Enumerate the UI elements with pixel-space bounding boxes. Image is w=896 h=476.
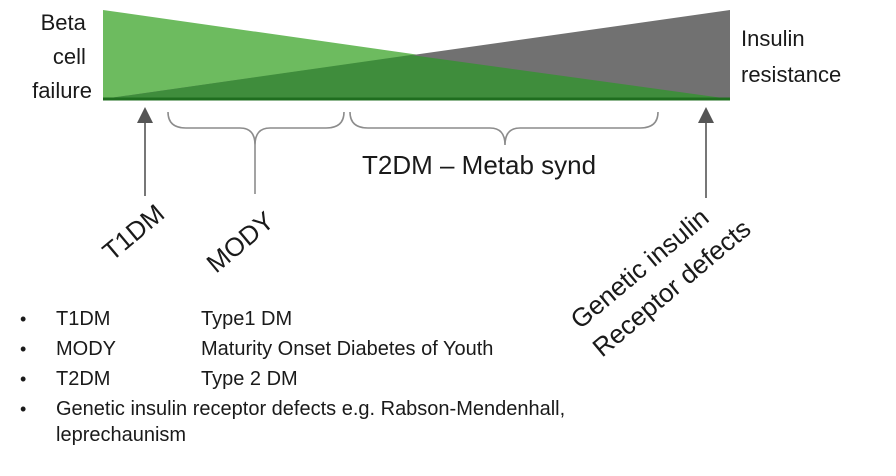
t1dm-label: T1DM bbox=[97, 198, 171, 266]
mody-brace bbox=[167, 111, 345, 146]
legend-item-t2dm: T2DM Type 2 DM bbox=[20, 366, 840, 392]
legend-definition: Genetic insulin receptor defects e.g. Ra… bbox=[56, 398, 566, 420]
right-axis-line-2: resistance bbox=[741, 62, 841, 87]
t2dm-brace bbox=[349, 111, 659, 146]
left-axis-line-2: cell bbox=[53, 44, 86, 69]
legend-definition: Type 2 DM bbox=[201, 368, 298, 390]
legend-term: MODY bbox=[56, 338, 116, 360]
right-axis-line-1: Insulin bbox=[741, 26, 805, 51]
legend-term: T1DM bbox=[56, 308, 111, 330]
legend-item-t1dm: T1DM Type1 DM bbox=[20, 306, 840, 332]
legend-item-mody: MODY Maturity Onset Diabetes of Youth bbox=[20, 336, 840, 362]
legend-definition-continued: leprechaunism bbox=[56, 424, 187, 446]
legend-definition: Type1 DM bbox=[201, 308, 293, 330]
overlap-region bbox=[103, 55, 730, 99]
mody-label: MODY bbox=[201, 205, 280, 278]
right-axis-label: Insulin resistance bbox=[741, 26, 841, 87]
left-axis-line-1: Beta bbox=[41, 10, 87, 35]
legend-term: T2DM bbox=[56, 368, 111, 390]
left-axis-line-3: failure bbox=[32, 78, 92, 103]
left-axis-label: Beta cell failure bbox=[32, 10, 92, 103]
legend-item-genetic: Genetic insulin receptor defects e.g. Ra… bbox=[20, 396, 840, 448]
legend-definition: Maturity Onset Diabetes of Youth bbox=[201, 338, 494, 360]
t2dm-label: T2DM – Metab synd bbox=[362, 150, 596, 180]
abbreviation-legend: T1DM Type1 DM MODY Maturity Onset Diabetes… bbox=[20, 306, 840, 452]
